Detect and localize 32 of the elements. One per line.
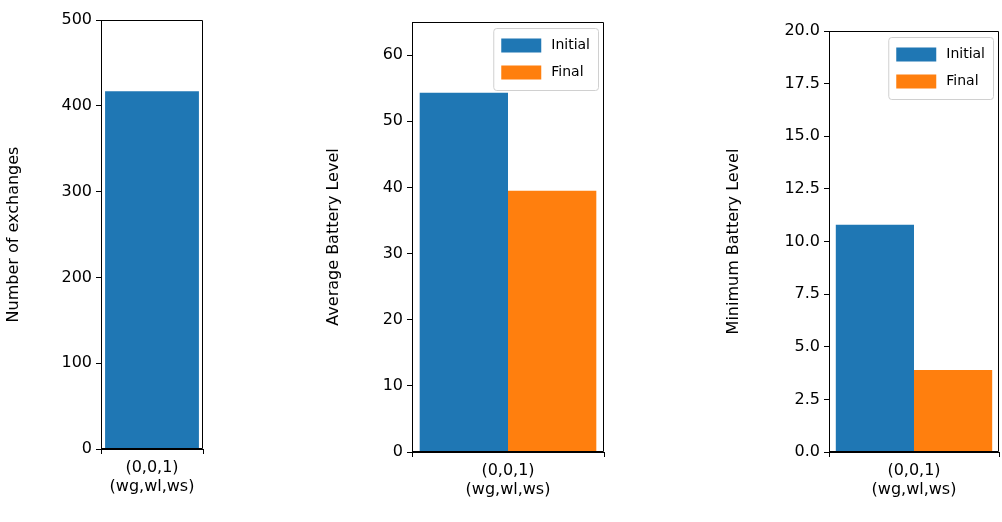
legend-label: Initial [551,36,591,53]
y-tick-label: 2.5 [794,388,820,408]
y-tick-label: 10.0 [784,230,820,250]
y-tick-label: 7.5 [794,283,820,303]
legend-label: Initial [946,45,986,62]
y-tick-label: 400 [61,94,92,114]
x-tick-label: (0,0,1) (wg,wl,ws) [465,459,551,498]
y-tick-label: 500 [61,9,92,29]
x-tick-label: (0,0,1) (wg,wl,ws) [109,456,195,495]
y-tick-label: 40 [382,176,403,196]
y-tick-label: 200 [61,266,92,286]
y-tick-label: 0 [392,441,403,461]
y-tick-label: 0.0 [794,441,820,461]
legend-label: Final [551,63,584,80]
y-axis-title: Average Battery Level [322,148,342,326]
y-axis-title: Minimum Battery Level [722,148,742,335]
y-tick-label: 17.5 [784,72,820,92]
y-tick-label: 0 [81,438,92,458]
y-tick-label: 20.0 [784,20,820,40]
y-tick-label: 50 [382,110,403,130]
y-tick-label: 100 [61,352,92,372]
y-tick-label: 15.0 [784,125,820,145]
y-axis-title: Number of exchanges [2,146,22,323]
y-tick-label: 10 [382,375,403,394]
y-tick-label: 12.5 [784,178,820,198]
y-tick-label: 60 [382,44,403,64]
y-tick-label: 300 [61,180,92,200]
y-tick-label: 20 [382,308,403,328]
legend-label: Final [946,72,979,89]
x-tick-label: (0,0,1) (wg,wl,ws) [871,459,957,498]
y-tick-label: 30 [382,242,403,262]
y-tick-label: 5.0 [794,335,820,355]
